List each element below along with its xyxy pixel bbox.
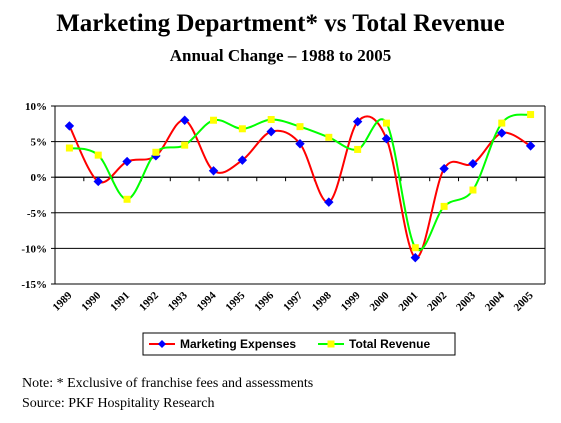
legend-box <box>142 332 456 356</box>
total-revenue-point <box>267 116 275 124</box>
marketing-expenses-point <box>525 141 536 151</box>
marketing-expenses-point <box>179 115 190 125</box>
chart-subtitle: Annual Change – 1988 to 2005 <box>169 46 392 65</box>
total-revenue-point <box>498 119 506 127</box>
y-tick-label: -5% <box>27 208 47 220</box>
marketing-expenses-legend-label: Marketing Expenses <box>180 337 296 351</box>
marketing-expenses-point <box>237 155 248 165</box>
y-axis-tick-labels: 10% 5% 0% -5% -10% -15% <box>21 101 47 291</box>
legend: Marketing Expenses Total Revenue <box>142 332 456 356</box>
x-tick-label: 2004 <box>483 289 507 313</box>
x-tick-label: 1997 <box>281 289 305 313</box>
y-tick-label: 5% <box>31 137 48 149</box>
y-tick-label: 0% <box>31 172 48 184</box>
y-tick-label: 10% <box>25 101 47 113</box>
x-tick-label: 2005 <box>512 289 536 313</box>
total-revenue-point <box>152 148 160 156</box>
total-revenue-line <box>69 113 531 252</box>
total-revenue-point <box>296 123 304 131</box>
total-revenue-point <box>354 145 362 153</box>
x-tick-label: 1991 <box>108 290 132 314</box>
x-tick-label: 2002 <box>425 289 449 313</box>
marketing-expenses-point <box>122 156 132 167</box>
marketing-expenses-point <box>410 252 421 263</box>
marketing-expenses-point <box>266 126 276 137</box>
marketing-expenses-point <box>324 197 334 207</box>
source-note: Source: PKF Hospitality Research <box>22 396 215 411</box>
total-revenue-point <box>94 151 102 159</box>
marketing-expenses-point <box>497 128 507 138</box>
x-tick-label: 1990 <box>79 289 103 313</box>
total-revenue-point <box>325 133 333 141</box>
total-revenue-point <box>382 119 390 127</box>
x-tick-label: 1989 <box>50 289 74 313</box>
x-tick-label: 2001 <box>396 290 420 314</box>
y-tick-label: -15% <box>21 279 47 291</box>
axes <box>51 105 546 285</box>
x-tick-label: 1992 <box>137 289 161 313</box>
marketing-expenses-legend-marker <box>158 340 166 348</box>
total-revenue-point <box>527 111 535 119</box>
total-revenue-point <box>210 116 218 124</box>
total-revenue-legend-label: Total Revenue <box>349 337 430 351</box>
x-tick-label: 1998 <box>310 289 334 313</box>
total-revenue-point <box>469 186 477 194</box>
x-tick-label: 1996 <box>252 289 276 313</box>
marketing-expenses-point <box>93 176 103 187</box>
marketing-expenses-point <box>352 116 363 127</box>
series-markers <box>64 111 536 263</box>
marketing-expenses-point <box>468 158 478 169</box>
total-revenue-point <box>238 125 246 133</box>
x-tick-label: 1995 <box>223 289 247 313</box>
x-tick-label: 1999 <box>339 289 363 313</box>
marketing-expenses-point <box>208 166 219 176</box>
marketing-expenses-point <box>64 121 75 131</box>
chart-title: Marketing Department* vs Total Revenue <box>56 10 505 37</box>
marketing-expenses-point <box>381 134 392 144</box>
x-axis-tick-labels: 1989 1990 1991 1992 1993 1994 1995 1996 1997 1998… <box>50 289 536 313</box>
total-revenue-legend-marker <box>327 340 335 348</box>
total-revenue-point <box>411 244 419 252</box>
x-tick-label: 2003 <box>454 289 478 313</box>
y-tick-label: -10% <box>21 243 47 255</box>
marketing-expenses-point <box>439 163 449 174</box>
total-revenue-point <box>440 202 448 210</box>
x-tick-label: 1994 <box>195 289 219 313</box>
x-tick-label: 1993 <box>166 289 190 313</box>
total-revenue-point <box>65 144 73 152</box>
total-revenue-point <box>181 141 189 149</box>
gridlines <box>55 105 545 285</box>
marketing-expenses-point <box>295 139 305 149</box>
footnote: Note: * Exclusive of franchise fees and … <box>22 376 314 391</box>
x-tick-label: 2000 <box>368 289 392 313</box>
total-revenue-point <box>123 195 131 203</box>
series-lines <box>68 113 532 259</box>
